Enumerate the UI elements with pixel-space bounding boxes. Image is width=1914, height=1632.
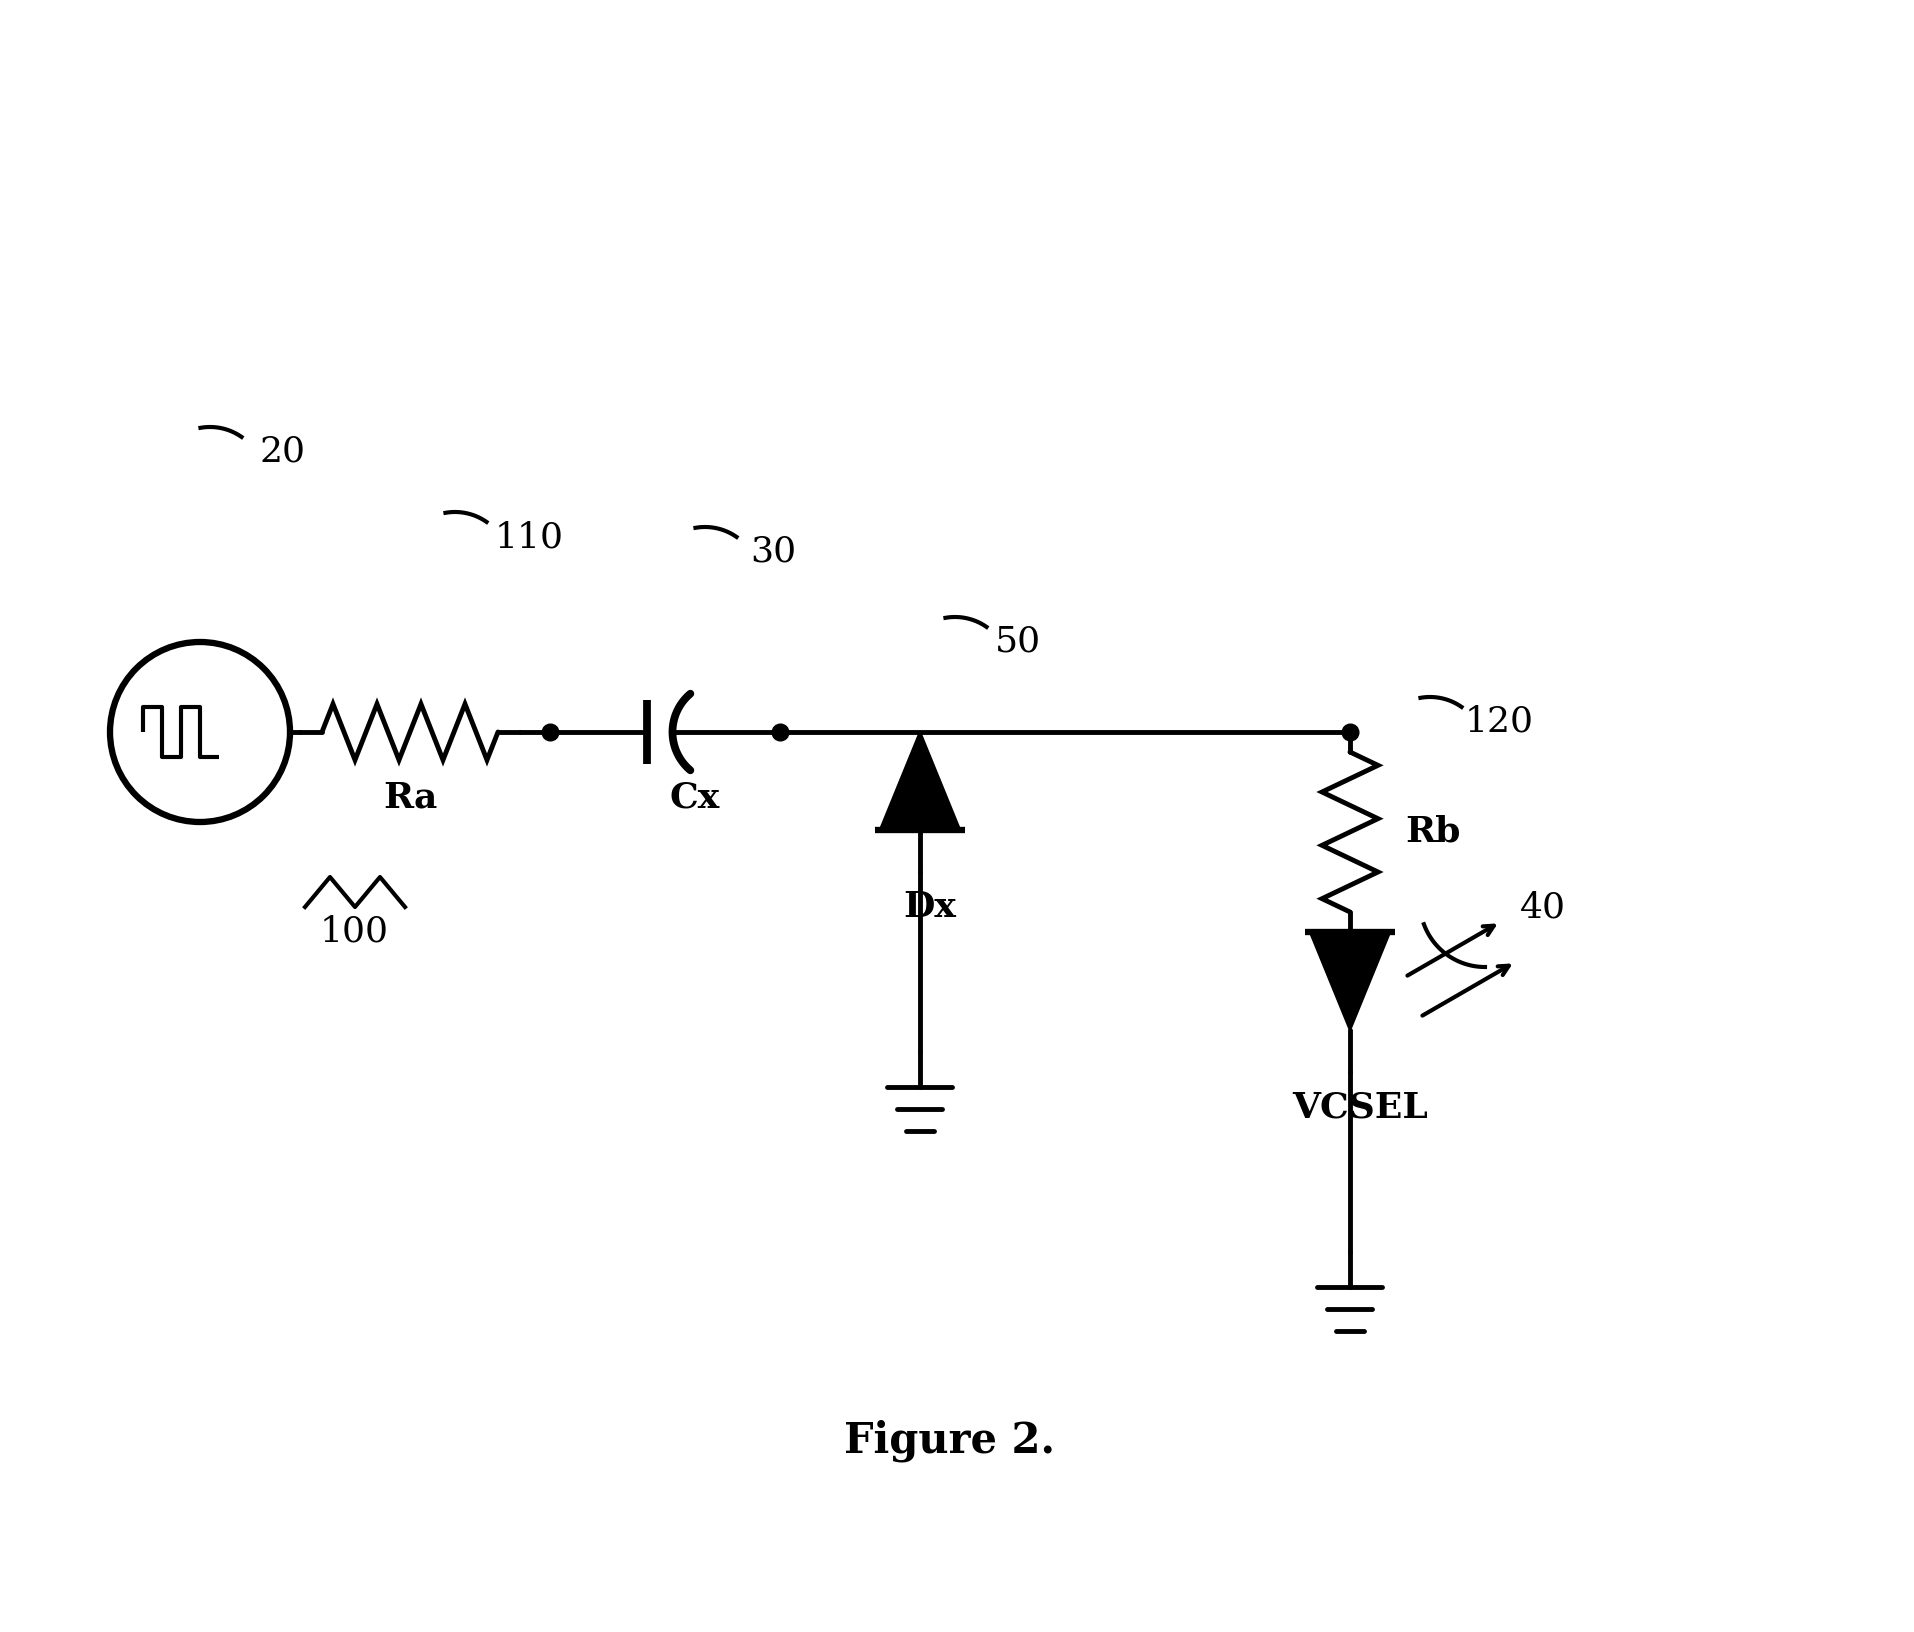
Text: Figure 2.: Figure 2. (844, 1418, 1055, 1462)
Polygon shape (1309, 932, 1390, 1030)
Polygon shape (880, 733, 961, 831)
Text: 110: 110 (496, 521, 565, 553)
Text: 40: 40 (1520, 889, 1566, 924)
Text: VCSEL: VCSEL (1292, 1090, 1428, 1124)
Text: 100: 100 (320, 916, 389, 948)
Text: 50: 50 (995, 625, 1041, 659)
Text: Cx: Cx (670, 780, 720, 814)
Text: 20: 20 (260, 436, 306, 468)
Text: Rb: Rb (1405, 814, 1460, 849)
Text: 30: 30 (750, 535, 796, 570)
Text: Ra: Ra (383, 780, 436, 814)
Text: Dx: Dx (903, 889, 957, 924)
Text: 120: 120 (1464, 705, 1533, 739)
